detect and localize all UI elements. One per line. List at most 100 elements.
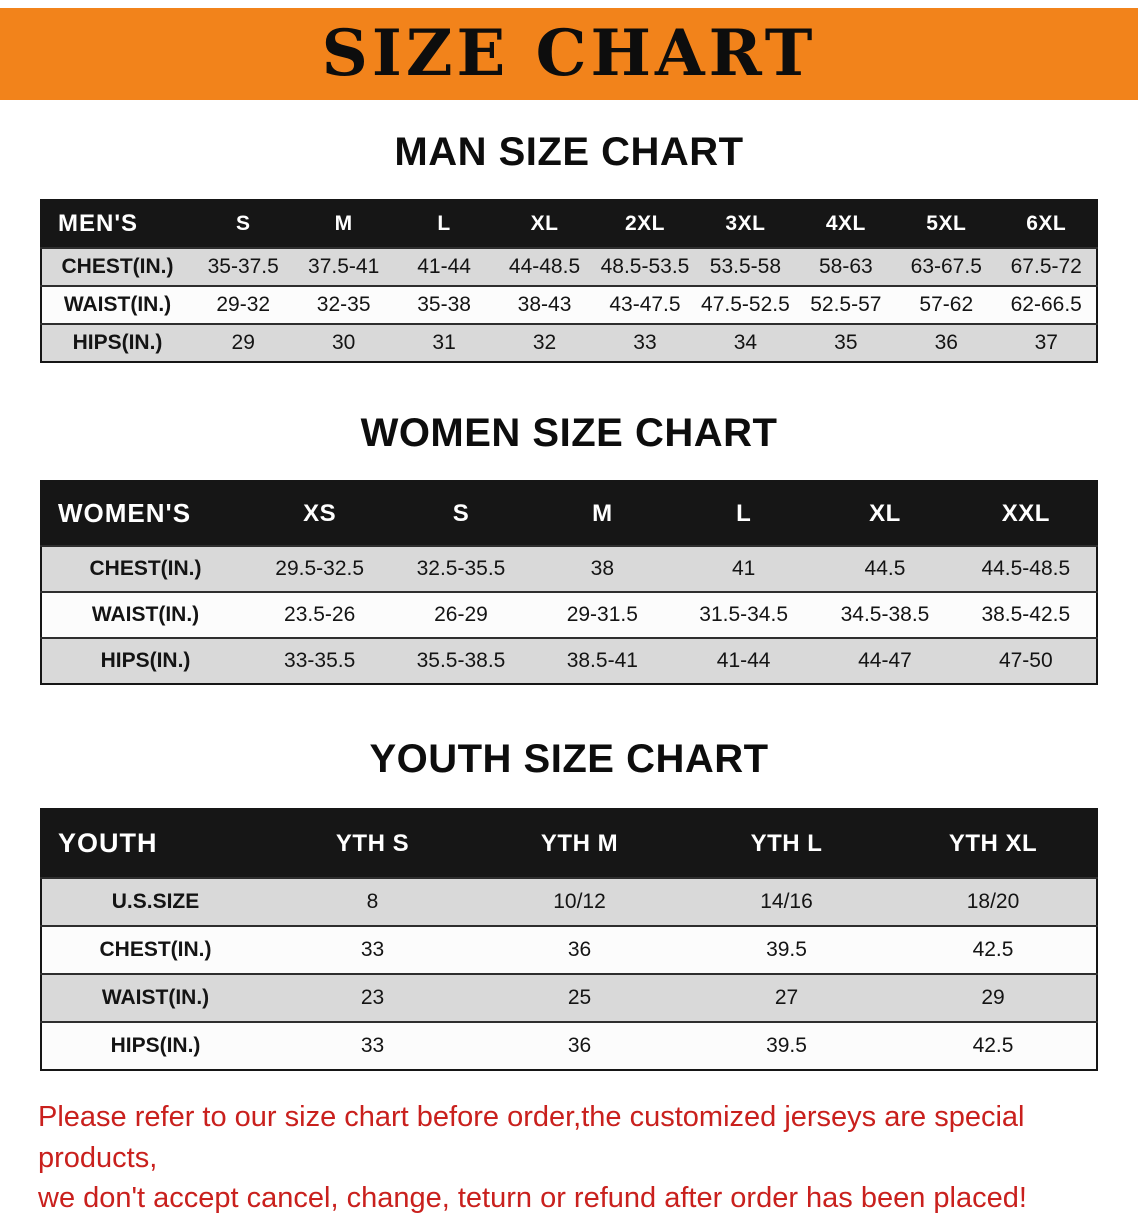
row-label: WAIST(IN.) [41,591,249,638]
table-cell: 33-35.5 [249,637,391,684]
youth-section-heading: YOUTH SIZE CHART [369,737,769,781]
banner: SIZE CHART [0,8,1138,100]
table-cell: 47.5-52.5 [695,285,796,324]
table-cell: 29 [193,323,294,362]
row-label: CHEST(IN.) [41,545,249,592]
table-row: WAIST(IN.) 23 25 27 29 [41,973,1097,1022]
table-cell: 36 [476,925,683,974]
youth-size-table: YOUTH YTH S YTH M YTH L YTH XL U.S.SIZE … [40,808,1098,1071]
table-cell: 39.5 [683,925,890,974]
column-header: S [235,212,251,235]
table-cell: 37.5-41 [293,247,394,286]
men-section: MAN SIZE CHART MEN'S S M L XL 2XL 3XL 4X… [0,130,1138,363]
table-cell: 52.5-57 [795,285,897,324]
column-header: XS [303,499,337,527]
table-row: HIPS(IN.) 33 36 39.5 42.5 [41,1021,1097,1070]
column-header: 5XL [926,212,967,235]
column-header: L [437,212,451,235]
women-size-table: WOMEN'S XS S M L XL XXL CHEST(IN.) 29.5-… [40,480,1098,685]
column-header: XL [530,212,559,235]
table-cell: 41-44 [393,247,495,286]
table-cell: 29-32 [193,285,294,324]
table-cell: 23 [269,973,476,1022]
table-cell: 41 [672,545,815,592]
column-header: YTH M [540,829,619,857]
table-cell: 33 [269,925,476,974]
table-row: CHEST(IN.) 29.5-32.5 32.5-35.5 38 41 44.… [41,545,1097,592]
table-cell: 18/20 [890,877,1097,926]
table-cell: 62-66.5 [996,285,1097,324]
row-label: CHEST(IN.) [41,925,269,974]
notice-line: Please refer to our size chart before or… [38,1101,1025,1174]
table-cell: 25 [476,973,683,1022]
table-cell: 32.5-35.5 [390,545,532,592]
table-cell: 43-47.5 [594,285,696,324]
table-cell: 58-63 [795,247,897,286]
table-cell: 47-50 [955,637,1097,684]
table-cell: 57-62 [896,285,997,324]
column-header: XXL [1001,499,1050,527]
column-header: 2XL [624,212,665,235]
row-label: CHEST(IN.) [41,247,193,286]
table-cell: 38 [531,545,673,592]
table-cell: 44.5-48.5 [955,545,1097,592]
page-title: SIZE CHART [321,16,817,91]
table-cell: 35 [795,323,897,362]
table-cell: 32 [494,323,595,362]
youth-table-title: YOUTH [58,828,158,858]
table-cell: 53.5-58 [695,247,796,286]
table-cell: 37 [996,323,1097,362]
men-size-table: MEN'S S M L XL 2XL 3XL 4XL 5XL 6XL CHEST… [40,199,1098,363]
table-cell: 63-67.5 [896,247,997,286]
column-header: S [452,499,470,527]
row-label: HIPS(IN.) [41,323,193,362]
table-cell: 34.5-38.5 [814,591,956,638]
table-cell: 27 [683,973,890,1022]
footer-notice: Please refer to our size chart before or… [0,1097,1138,1219]
table-cell: 44-47 [814,637,956,684]
table-cell: 38-43 [494,285,595,324]
table-cell: 42.5 [890,1021,1097,1070]
table-cell: 10/12 [476,877,683,926]
table-cell: 44.5 [814,545,956,592]
table-cell: 33 [269,1021,476,1070]
column-header: YTH L [750,829,823,857]
table-cell: 38.5-41 [531,637,673,684]
table-row: U.S.SIZE 8 10/12 14/16 18/20 [41,877,1097,926]
table-cell: 14/16 [683,877,890,926]
men-table-title: MEN'S [58,210,139,237]
table-row: HIPS(IN.) 29 30 31 32 33 34 35 36 37 [41,323,1097,362]
table-row: WAIST(IN.) 29-32 32-35 35-38 38-43 43-47… [41,285,1097,324]
column-header: 6XL [1026,212,1067,235]
table-cell: 48.5-53.5 [594,247,696,286]
table-cell: 29-31.5 [531,591,673,638]
table-cell: 36 [896,323,997,362]
column-header: L [736,499,752,527]
women-table-title: WOMEN'S [58,498,192,528]
column-header: YTH XL [948,829,1038,857]
table-cell: 35-37.5 [193,247,294,286]
women-section: WOMEN SIZE CHART WOMEN'S XS S M L XL XXL… [0,411,1138,685]
table-cell: 38.5-42.5 [955,591,1097,638]
men-table-header-row: MEN'S S M L XL 2XL 3XL 4XL 5XL 6XL [41,200,1097,248]
column-header: XL [869,499,901,527]
row-label: HIPS(IN.) [41,637,249,684]
column-header: 3XL [725,212,766,235]
column-header: M [592,499,613,527]
table-row: CHEST(IN.) 35-37.5 37.5-41 41-44 44-48.5… [41,247,1097,286]
table-cell: 39.5 [683,1021,890,1070]
column-header: YTH S [335,829,410,857]
table-cell: 35.5-38.5 [390,637,532,684]
column-header: 4XL [825,212,866,235]
table-cell: 32-35 [293,285,394,324]
row-label: U.S.SIZE [41,877,269,926]
youth-section: YOUTH SIZE CHART YOUTH YTH S YTH M YTH L… [0,737,1138,1071]
notice-line: we don't accept cancel, change, teturn o… [38,1182,1027,1215]
table-cell: 23.5-26 [249,591,391,638]
table-cell: 67.5-72 [996,247,1097,286]
table-row: HIPS(IN.) 33-35.5 35.5-38.5 38.5-41 41-4… [41,637,1097,684]
table-cell: 42.5 [890,925,1097,974]
row-label: HIPS(IN.) [41,1021,269,1070]
table-cell: 29 [890,973,1097,1022]
